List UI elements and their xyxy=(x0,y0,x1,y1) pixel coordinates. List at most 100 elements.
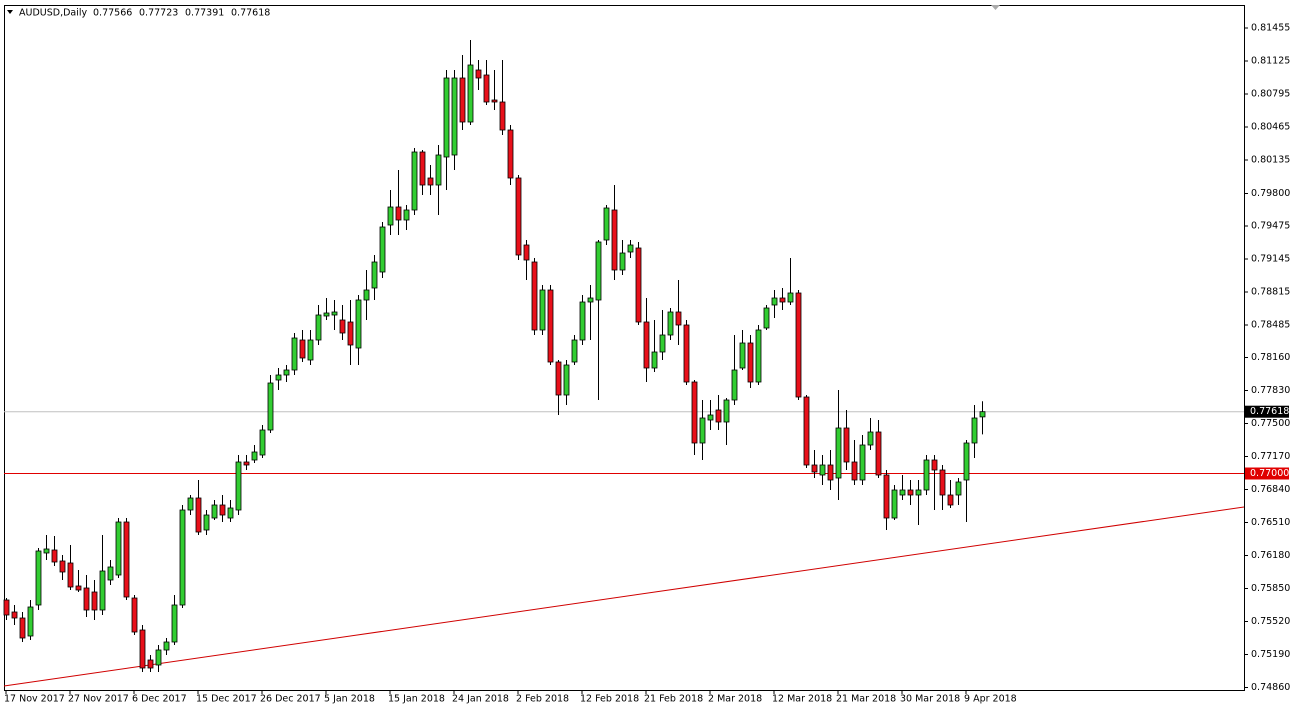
candle-body xyxy=(827,464,834,481)
candle-body xyxy=(859,444,866,481)
y-tick-label: 0.79475 xyxy=(1251,221,1290,232)
symbol-title: AUDUSD,Daily xyxy=(19,8,88,19)
candle-body xyxy=(867,431,874,446)
x-tick-label: 21 Feb 2018 xyxy=(644,694,703,705)
candle-body xyxy=(27,606,34,637)
candle-body xyxy=(683,324,690,383)
candle-body xyxy=(907,489,914,496)
trend-line xyxy=(3,506,1245,687)
candle-body xyxy=(155,649,162,666)
x-tick-label: 30 Mar 2018 xyxy=(900,694,960,705)
candle-body xyxy=(75,585,82,591)
candle-body xyxy=(403,209,410,221)
y-tick-label: 0.78485 xyxy=(1251,320,1290,331)
candle-body xyxy=(3,599,10,616)
candle-body xyxy=(187,497,194,511)
candle-body xyxy=(931,459,938,471)
candle-body xyxy=(611,209,618,271)
candle-body xyxy=(595,241,602,301)
candle-body xyxy=(939,469,946,496)
y-tick-label: 0.81455 xyxy=(1251,23,1290,34)
y-tick-label: 0.79145 xyxy=(1251,254,1290,265)
level-label: 0.77000 xyxy=(1250,468,1289,479)
y-tick-label: 0.77500 xyxy=(1251,418,1290,429)
candle-body xyxy=(51,549,58,563)
candle-body xyxy=(139,629,146,669)
y-tick-label: 0.75520 xyxy=(1251,616,1290,627)
candle-body xyxy=(131,597,138,633)
candle-body xyxy=(243,461,250,466)
candle-body xyxy=(19,617,26,639)
candle-body xyxy=(691,381,698,444)
y-tick-label: 0.76180 xyxy=(1251,550,1290,561)
candle-body xyxy=(715,409,722,423)
x-tick-label: 2 Feb 2018 xyxy=(516,694,569,705)
candle-body xyxy=(803,396,810,466)
x-tick-label: 27 Nov 2017 xyxy=(68,694,129,705)
candle-body xyxy=(355,299,362,349)
candle-body xyxy=(331,311,338,316)
x-tick-label: 9 Apr 2018 xyxy=(964,694,1017,705)
candle-body xyxy=(627,244,634,253)
candle-body xyxy=(635,247,642,323)
candle-body xyxy=(667,311,674,336)
candle-body xyxy=(955,481,962,496)
y-tick-label: 0.78815 xyxy=(1251,287,1290,298)
candle-body xyxy=(699,417,706,444)
candle-body xyxy=(91,591,98,611)
candle-body xyxy=(307,339,314,361)
candle-body xyxy=(883,474,890,519)
chart-shift-marker[interactable] xyxy=(991,5,1000,10)
y-tick-label: 0.74860 xyxy=(1251,682,1290,693)
candle-body xyxy=(739,342,746,369)
candle-body xyxy=(963,442,970,481)
candle-body xyxy=(547,289,554,363)
candle-body xyxy=(835,427,842,479)
candle-body xyxy=(915,489,922,496)
y-tick-label: 0.75850 xyxy=(1251,583,1290,594)
candle-body xyxy=(107,566,114,581)
candle-body xyxy=(323,312,330,317)
candle-body xyxy=(339,319,346,334)
y-tick-label: 0.77170 xyxy=(1251,451,1290,462)
candle-body xyxy=(419,151,426,186)
candle-body xyxy=(891,489,898,519)
candle-body xyxy=(59,560,66,573)
candle-body xyxy=(475,69,482,79)
candle-body xyxy=(411,151,418,211)
candle-body xyxy=(99,570,106,611)
y-tick-label: 0.81125 xyxy=(1251,56,1290,67)
candle-body xyxy=(67,562,74,588)
candle-body xyxy=(347,321,354,346)
x-tick-label: 21 Mar 2018 xyxy=(836,694,896,705)
candle-body xyxy=(787,292,794,303)
candle-body xyxy=(723,399,730,423)
x-tick-label: 12 Feb 2018 xyxy=(580,694,639,705)
candle-body xyxy=(651,351,658,369)
bid-label-box xyxy=(1245,405,1289,418)
candle-body xyxy=(579,301,586,341)
candle-body xyxy=(259,429,266,456)
candle-body xyxy=(603,207,610,241)
candle-body xyxy=(219,504,226,516)
candle-body xyxy=(851,461,858,481)
candle-body xyxy=(387,206,394,226)
candle-body xyxy=(675,311,682,326)
candle-body xyxy=(491,99,498,103)
candle-body xyxy=(115,521,122,576)
candle-body xyxy=(35,550,42,606)
x-tick-label: 6 Dec 2017 xyxy=(132,694,187,705)
candle-body xyxy=(923,459,930,491)
y-tick-label: 0.79800 xyxy=(1251,188,1290,199)
y-tick-label: 0.80795 xyxy=(1251,89,1290,100)
candle-body xyxy=(875,431,882,476)
candle-body xyxy=(515,177,522,256)
level-label-box xyxy=(1245,467,1289,480)
menu-arrow[interactable] xyxy=(7,10,13,14)
candle-body xyxy=(763,307,770,329)
candle-body xyxy=(275,374,282,381)
y-tick-label: 0.77830 xyxy=(1251,385,1290,396)
candle-body xyxy=(379,226,386,273)
candle-body xyxy=(947,494,954,506)
